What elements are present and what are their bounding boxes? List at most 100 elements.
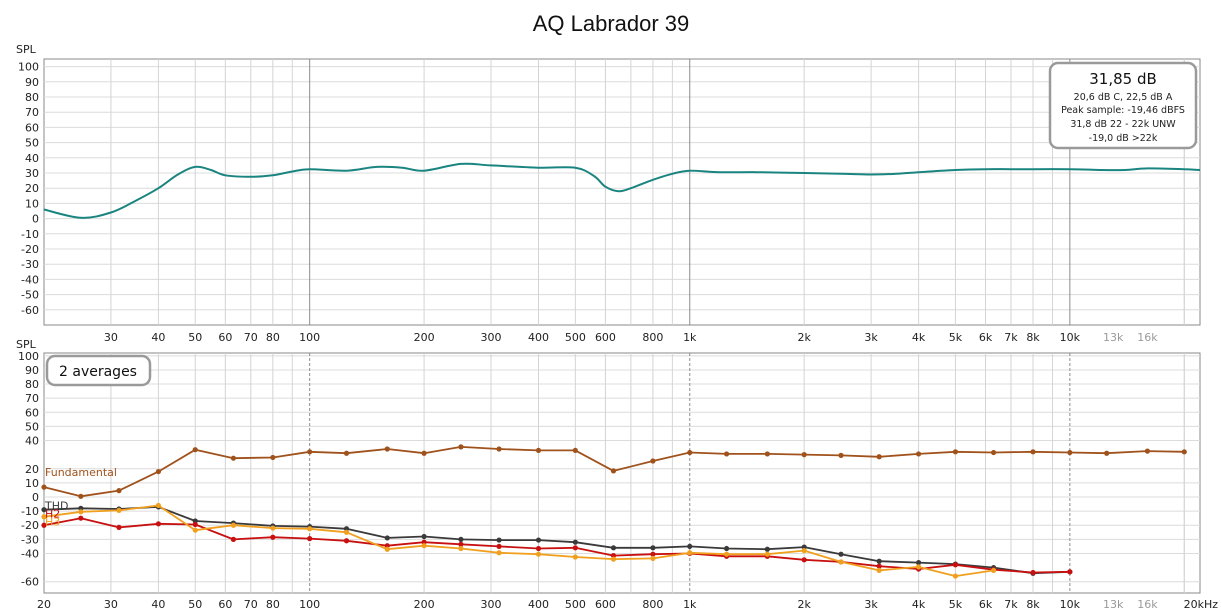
h2-point (496, 543, 502, 550)
h2-point (650, 551, 656, 557)
x-tick-label: 6k (979, 331, 993, 344)
x-tick-label: 60 (218, 598, 232, 611)
x-tick-label: 60 (218, 331, 232, 344)
frequency-response-line (43, 162, 1201, 219)
bottom-x-tick-labels: 20 30 40 50 60 70 80 100 200 300 400 500 600 800 1k 2k 3… (37, 598, 1218, 611)
info-line-weighted: 20,6 dB C, 22,5 dB A (1074, 92, 1173, 103)
averages-badge-frame (45, 354, 152, 387)
x-tick-label: 4k (912, 331, 926, 344)
h2-point (801, 557, 807, 563)
h2-point (458, 541, 464, 547)
h3-point (496, 550, 502, 556)
x-tick-label: 20kHz (1184, 598, 1219, 611)
thd-line (43, 506, 1070, 575)
h3-point (801, 548, 807, 554)
x-tick-label: 50 (188, 331, 202, 344)
h2-point (1030, 569, 1036, 576)
y-tick-label: 30 (25, 167, 39, 180)
top-y-axis-label: SPL (16, 43, 37, 56)
x-tick-label: 5k (949, 598, 963, 611)
x-tick-label: 5k (949, 331, 963, 344)
x-tick-label: 800 (642, 598, 663, 611)
h3-point (876, 567, 882, 574)
thd-point (421, 533, 427, 540)
h2-point (192, 521, 198, 528)
fundamental-point (723, 451, 730, 457)
h3-point (838, 559, 844, 565)
h3-point (915, 564, 922, 570)
x-tick-label: 1k (683, 331, 697, 344)
x-tick-label: 80 (266, 598, 280, 611)
thd-point (535, 537, 542, 543)
fundamental-point (41, 484, 47, 490)
frequency-response-panel: SPL 1009080706050403020100-10-20-30-40-5… (16, 43, 1201, 344)
x-tick-label: 3k (864, 331, 878, 344)
x-tick-label: 2k (797, 598, 811, 611)
fundamental-point (192, 447, 198, 453)
fundamental-point (230, 455, 237, 461)
y-tick-label: -10 (21, 505, 39, 518)
y-tick-label: 40 (25, 152, 39, 165)
h3-point (116, 507, 122, 514)
h3-point (230, 522, 237, 528)
y-tick-label: 50 (25, 137, 39, 150)
fundamental-point (421, 450, 427, 456)
series-label-h2: H2 (45, 508, 60, 521)
averages-badge: 2 averages (45, 354, 152, 387)
x-tick-label: 10k (1060, 331, 1081, 344)
h2-point (41, 522, 47, 528)
h3-point (41, 514, 47, 520)
thd-point (496, 537, 502, 543)
y-tick-label: 50 (25, 420, 39, 433)
fundamental-point (1067, 449, 1073, 456)
x-tick-label: 4k (912, 598, 926, 611)
h3-point (270, 525, 276, 531)
x-tick-label: 16k (1137, 331, 1158, 344)
y-tick-label: 90 (25, 364, 39, 377)
y-tick-label: 80 (25, 91, 39, 104)
x-tick-label: 50 (188, 598, 202, 611)
h3-point (990, 567, 997, 574)
x-tick-label: 40 (151, 598, 165, 611)
y-tick-label: 10 (25, 477, 39, 490)
fundamental-point (990, 449, 997, 456)
bottom-series (41, 444, 1187, 579)
fundamental-point (1104, 450, 1110, 456)
fundamental-point (343, 450, 350, 456)
bottom-plot-area (43, 352, 1201, 594)
fundamental-point (1181, 449, 1187, 455)
averages-label: 2 averages (59, 364, 137, 380)
fundamental-point (572, 447, 578, 454)
y-tick-label: 70 (25, 106, 39, 119)
y-tick-label: 100 (18, 61, 39, 74)
info-line-above-22k: -19,0 dB >22k (1089, 133, 1158, 144)
y-tick-label: -30 (21, 258, 39, 271)
fundamental-point (116, 488, 122, 494)
h2-point (307, 536, 313, 542)
y-tick-label: 20 (25, 182, 39, 195)
measurement-info-box: 31,85 dB 20,6 dB C, 22,5 dB A Peak sampl… (1048, 61, 1198, 150)
info-line-peak: Peak sample: -19,46 dBFS (1061, 105, 1185, 116)
top-x-tick-labels: 30 40 50 60 70 80 100 200 300 400 500 600 800 1k 2k 3k 4… (104, 331, 1158, 344)
fundamental-point (650, 458, 656, 464)
y-tick-label: -40 (21, 547, 39, 560)
x-tick-label: 100 (299, 598, 320, 611)
fundamental-point (535, 447, 542, 454)
h3-point (384, 546, 390, 552)
info-line-unweighted: 31,8 dB 22 - 22k UNW (1070, 119, 1176, 130)
top-series (43, 162, 1201, 219)
h3-point (610, 556, 617, 562)
fundamental-point (1144, 448, 1151, 454)
y-tick-label: 20 (25, 463, 39, 476)
fundamental-point (496, 446, 502, 452)
x-tick-label: 8k (1026, 331, 1040, 344)
x-tick-label: 30 (104, 598, 118, 611)
y-tick-label: -30 (21, 533, 39, 546)
x-tick-label: 20 (37, 598, 51, 611)
x-tick-label: 6k (979, 598, 993, 611)
series-label-thd: THD (44, 500, 68, 513)
x-tick-label: 300 (481, 598, 502, 611)
